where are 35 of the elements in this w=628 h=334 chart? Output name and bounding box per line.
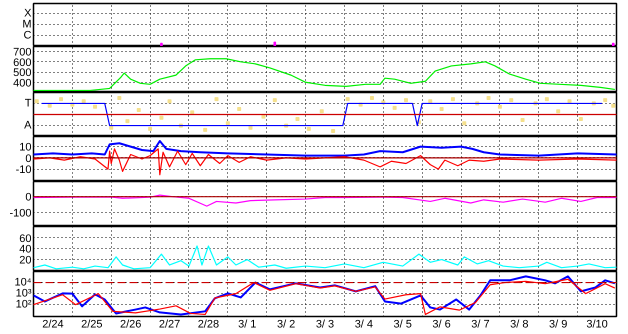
text: C [24,29,32,42]
text: T [24,98,32,110]
y-tick-label: 400 [13,77,32,90]
x-tick-label: 3/ 7 [471,318,490,330]
y-tick-label: 60 [19,232,32,245]
y-tick-label: 10² [16,298,32,311]
x-tick-label: 2/28 [198,318,220,330]
x-tick-label: 3/ 4 [354,318,374,330]
y-tick-label: 700 [13,46,32,59]
y-tick-label: -100 [9,207,32,220]
y-tick-label: 500 [13,67,32,80]
y-tick-label: 10³ [16,288,32,300]
y-tick-label: 0 [25,152,32,165]
x-tick-label: 3/10 [586,318,608,330]
x-tick-label: 3/ 6 [432,318,451,330]
x-tick-label: 2/24 [42,318,64,330]
x-tick-label: 2/27 [158,318,180,330]
y-tick-label: -10 [16,164,32,176]
y-tick-label: 600 [13,56,32,69]
x-tick-label: 3/ 1 [238,318,256,330]
x-tick-label: 2/25 [81,318,103,330]
x-tick-label: 3/ 5 [394,318,412,330]
text: A [24,120,32,132]
y-tick-label: 0 [25,192,32,204]
y-tick-label: 10⁴ [14,276,32,289]
y-tick-label: 20 [19,254,32,267]
x-tick-label: 3/ 2 [276,318,296,330]
x-tick-label: 3/ 9 [549,318,568,330]
y-tick-label: 10 [19,142,32,154]
y-tick-label: 40 [19,244,32,256]
x-tick-label: 3/ 8 [510,318,529,330]
text: X [24,7,32,20]
x-tick-label: 2/26 [120,318,142,330]
text: M [22,18,32,30]
x-tick-label: 3/ 3 [316,318,334,330]
